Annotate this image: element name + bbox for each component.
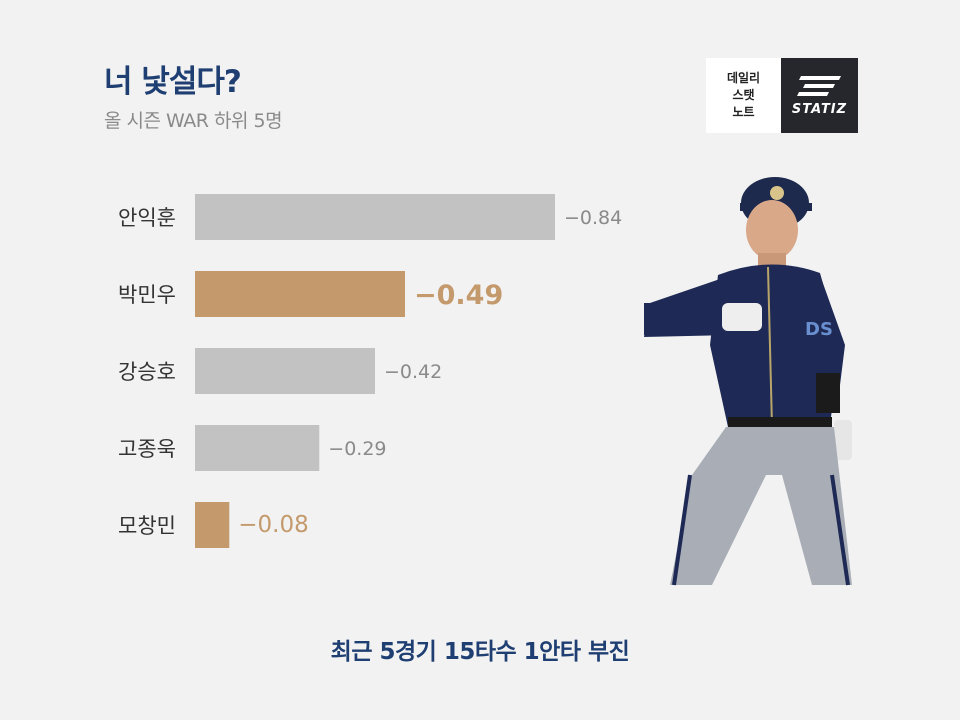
value-label: −0.08 bbox=[238, 512, 308, 538]
logo-line-2: 스탯 bbox=[732, 88, 755, 102]
bar bbox=[195, 348, 375, 394]
logo-line-1: 데일리 bbox=[726, 71, 761, 85]
baseball-player-image: DS bbox=[644, 177, 852, 586]
statiz-brand-badge: STATIZ bbox=[781, 58, 858, 133]
category-label: 모창민 bbox=[118, 514, 176, 538]
statiz-brand-text: STATIZ bbox=[791, 102, 848, 117]
category-label: 고종욱 bbox=[118, 437, 176, 461]
bar bbox=[195, 502, 230, 548]
category-label: 강승호 bbox=[118, 360, 176, 384]
statiz-mark-icon bbox=[796, 76, 841, 96]
svg-text:DS: DS bbox=[805, 319, 833, 340]
logo-line-3: 노트 bbox=[732, 105, 755, 119]
footer-caption: 최근 5경기 15타수 1안타 부진 bbox=[330, 639, 630, 665]
value-label: −0.29 bbox=[328, 438, 386, 460]
statiz-logo: 데일리 스탯 노트 STATIZ bbox=[706, 58, 858, 133]
bar bbox=[195, 271, 405, 317]
value-label: −0.49 bbox=[414, 280, 503, 311]
bar bbox=[195, 425, 320, 471]
page-subtitle: 올 시즌 WAR 하위 5명 bbox=[104, 110, 283, 132]
value-label: −0.42 bbox=[384, 361, 442, 383]
category-label: 안익훈 bbox=[118, 206, 176, 230]
bar bbox=[195, 194, 555, 240]
daily-stat-note-badge: 데일리 스탯 노트 bbox=[706, 58, 781, 133]
page-title: 너 낯설다? bbox=[104, 64, 242, 100]
category-label: 박민우 bbox=[118, 283, 176, 307]
value-label: −0.84 bbox=[564, 207, 622, 229]
